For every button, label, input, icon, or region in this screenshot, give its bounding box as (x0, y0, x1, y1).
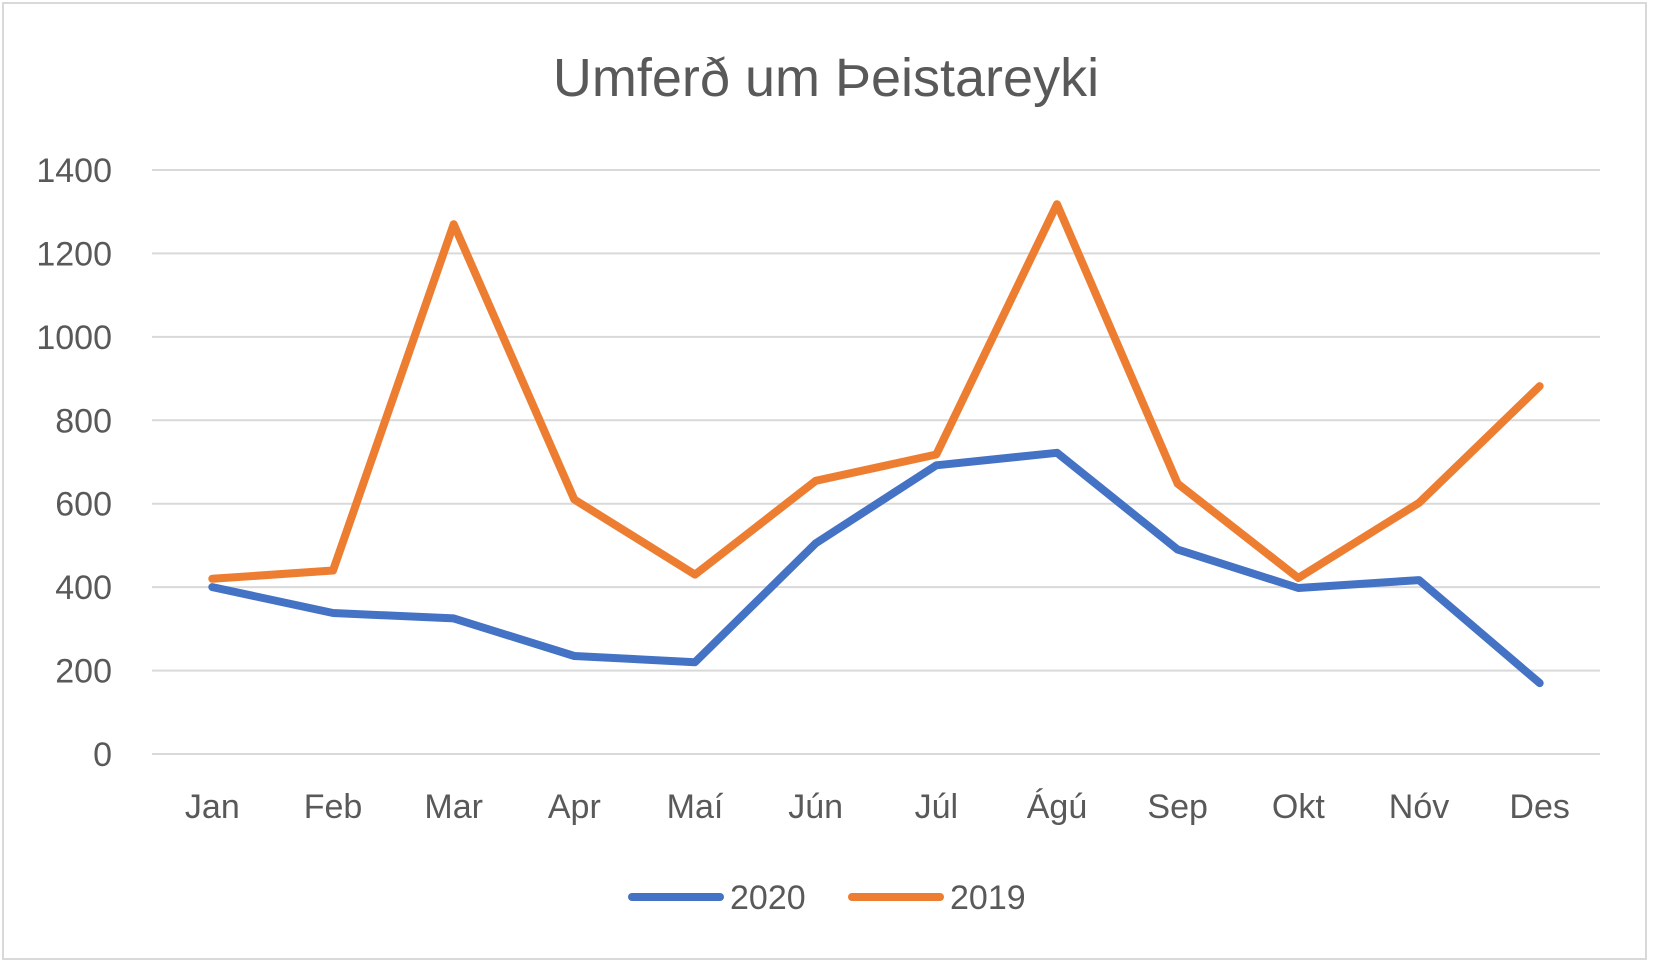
data-point-2019 (933, 451, 940, 458)
data-point-2020 (692, 659, 698, 666)
y-tick-label: 1200 (36, 235, 112, 273)
data-point-2020 (1174, 546, 1181, 553)
y-tick-label: 200 (55, 653, 112, 691)
chart-title: Umferð um Þeistareyki (553, 48, 1099, 108)
y-tick-label: 0 (93, 736, 112, 774)
gridlines (152, 169, 1600, 755)
data-point-2019 (1174, 480, 1181, 487)
data-point-2019 (1054, 201, 1060, 208)
x-tick-label: Jan (185, 788, 240, 826)
y-axis-ticks: 0 200 400 600 800 1000 1200 1400 (36, 152, 112, 774)
data-point-2020 (1295, 584, 1302, 591)
data-point-2019 (1536, 383, 1543, 390)
data-point-2020 (450, 615, 457, 622)
data-point-2019 (571, 496, 578, 503)
legend: 2020 2019 (628, 879, 1026, 917)
data-point-2019 (209, 575, 216, 582)
data-point-2019 (692, 571, 698, 578)
x-tick-label: Okt (1272, 788, 1325, 826)
series-lines (208, 200, 1544, 688)
data-point-2020 (933, 462, 940, 469)
series-line-2020 (208, 448, 1544, 688)
data-point-2019 (450, 221, 457, 228)
x-tick-label: Apr (548, 788, 601, 826)
x-tick-label: Feb (304, 788, 363, 826)
data-point-2020 (1536, 680, 1543, 687)
data-point-2020 (209, 584, 216, 591)
y-tick-label: 1400 (36, 152, 112, 190)
data-point-2019 (330, 567, 336, 574)
data-point-2020 (1416, 577, 1422, 584)
x-tick-label: Des (1509, 788, 1569, 826)
x-tick-label: Ágú (1027, 788, 1088, 826)
y-tick-label: 600 (55, 486, 112, 524)
x-axis-ticks: Jan Feb Mar Apr Maí Jún Júl Ágú Sep Okt Nóv Des (185, 788, 1570, 826)
x-tick-label: Maí (667, 788, 724, 826)
x-tick-label: Jún (788, 788, 843, 826)
x-tick-label: Nóv (1389, 788, 1449, 826)
data-point-2019 (1416, 499, 1422, 506)
data-point-2020 (812, 540, 819, 547)
x-tick-label: Mar (424, 788, 483, 826)
legend-label: 2019 (950, 879, 1026, 917)
data-point-2019 (812, 477, 819, 484)
y-tick-label: 1000 (36, 319, 112, 357)
y-tick-label: 400 (55, 569, 112, 607)
y-tick-label: 800 (55, 402, 112, 440)
data-point-2020 (571, 652, 578, 659)
x-tick-label: Júl (915, 788, 958, 826)
x-tick-label: Sep (1147, 788, 1208, 826)
data-point-2019 (1295, 574, 1302, 581)
legend-label: 2020 (730, 879, 806, 917)
data-point-2020 (330, 610, 336, 617)
series-line-2019 (208, 200, 1544, 583)
data-point-2020 (1054, 449, 1060, 456)
